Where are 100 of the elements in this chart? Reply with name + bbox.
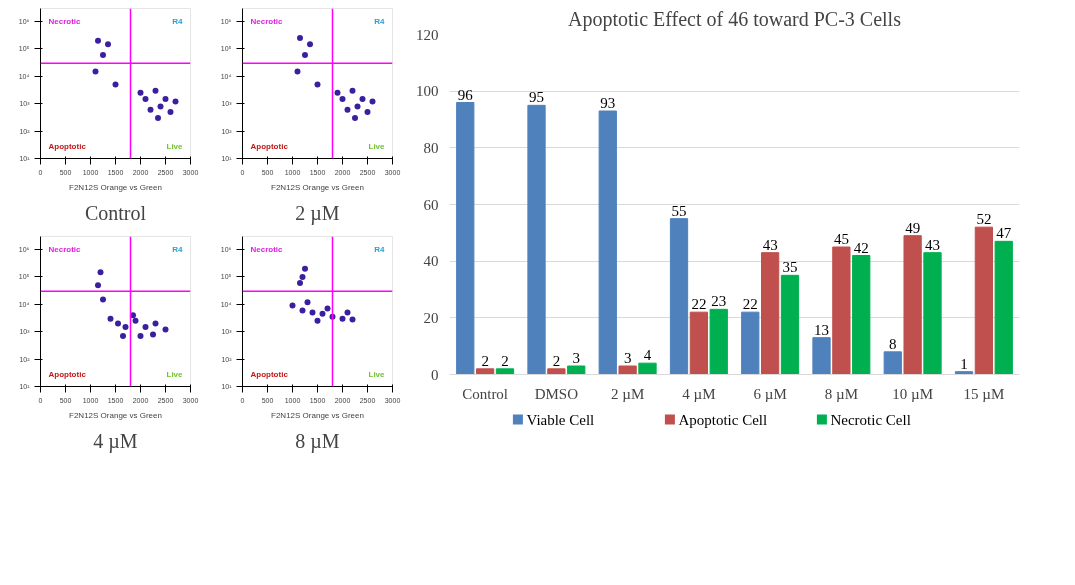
point	[100, 52, 106, 59]
x-tick-label: 8 µM	[824, 385, 858, 402]
data-label: 96	[457, 86, 474, 103]
point	[297, 280, 303, 287]
point	[302, 265, 308, 272]
legend-label: Apoptotic Cell	[678, 411, 768, 428]
point	[339, 95, 346, 102]
point	[152, 320, 159, 327]
point	[299, 273, 306, 280]
data-label: 35	[782, 259, 798, 276]
point	[130, 312, 136, 319]
data-label: 43	[762, 236, 778, 253]
annotation: Apoptotic	[48, 369, 87, 379]
x-tick-label: 15 µM	[963, 385, 1005, 402]
point	[122, 323, 129, 330]
point	[162, 95, 169, 102]
point	[172, 98, 179, 105]
point	[354, 103, 361, 110]
x-tick-label: 10 µM	[892, 385, 933, 402]
text: 4 µM	[93, 429, 138, 453]
data-label: 22	[691, 296, 707, 313]
annotation: R4	[374, 244, 386, 254]
x-axis-title: F2N12S Orange vs Green	[271, 182, 364, 192]
point	[334, 89, 341, 96]
y-tick-label: 120	[416, 26, 439, 43]
annotation: R4	[374, 16, 386, 26]
data-label: 4	[643, 347, 652, 364]
annotation: Apoptotic	[48, 141, 87, 151]
y-tick-label: 80	[423, 139, 439, 156]
point	[319, 310, 326, 317]
annotation: Necrotic	[48, 244, 82, 254]
point	[107, 315, 114, 322]
data-label: 8	[889, 335, 897, 352]
annotation: R4	[172, 16, 184, 26]
point	[112, 81, 119, 88]
point	[95, 282, 101, 289]
annotation: Live	[166, 141, 184, 151]
data-label: 49	[905, 219, 921, 236]
point	[289, 302, 296, 309]
point	[339, 315, 346, 322]
annotation: Necrotic	[48, 16, 82, 26]
point	[302, 52, 308, 59]
point	[142, 323, 149, 330]
data-label: 52	[976, 211, 992, 228]
point	[304, 299, 311, 306]
point	[162, 326, 169, 333]
point	[349, 87, 356, 94]
text: 8 µM	[295, 429, 340, 453]
bar	[669, 218, 689, 375]
point	[150, 331, 156, 338]
annotation: Live	[166, 369, 184, 379]
data-label: 2	[501, 352, 509, 369]
point	[137, 89, 144, 96]
annotation: Apoptotic	[250, 141, 289, 151]
data-label: 3	[572, 350, 580, 366]
point	[364, 108, 371, 115]
point	[297, 35, 303, 42]
annotation: Necrotic	[250, 244, 284, 254]
bar	[638, 362, 657, 375]
text: 2 µM	[295, 201, 340, 225]
data-label: 47	[996, 225, 1012, 242]
data-label: 23	[711, 293, 727, 310]
x-axis-title: F2N12S Orange vs Green	[69, 182, 162, 192]
point	[155, 115, 161, 122]
y-tick-label: 20	[423, 309, 439, 326]
point	[307, 41, 313, 48]
data-label: 55	[671, 202, 687, 219]
data-label: 13	[814, 321, 830, 338]
point	[152, 87, 159, 94]
point	[132, 317, 139, 324]
bar	[456, 102, 475, 375]
bar	[567, 365, 586, 375]
x-tick-label: 6 µM	[753, 385, 787, 402]
text: Control	[84, 201, 147, 224]
bar	[475, 368, 495, 375]
point	[147, 106, 154, 113]
bar	[780, 274, 800, 375]
point	[95, 37, 101, 44]
y-tick-label: 100	[416, 83, 439, 100]
point	[294, 68, 301, 75]
point	[105, 41, 111, 48]
point	[299, 307, 306, 314]
annotation: Necrotic	[250, 16, 284, 26]
bar	[923, 252, 942, 375]
point	[120, 332, 126, 339]
bar	[598, 110, 617, 375]
bar	[618, 365, 637, 375]
annotation: Apoptotic	[250, 369, 289, 379]
point	[314, 81, 321, 88]
data-label: 95	[529, 89, 545, 106]
bar	[994, 240, 1013, 375]
x-tick-label: DMSO	[534, 385, 579, 402]
point	[97, 269, 104, 276]
bar	[832, 246, 851, 375]
point	[100, 296, 106, 303]
point	[309, 309, 316, 316]
point	[369, 98, 376, 105]
bar	[903, 235, 922, 375]
point	[137, 332, 144, 339]
x-tick-label: Control	[462, 385, 509, 402]
